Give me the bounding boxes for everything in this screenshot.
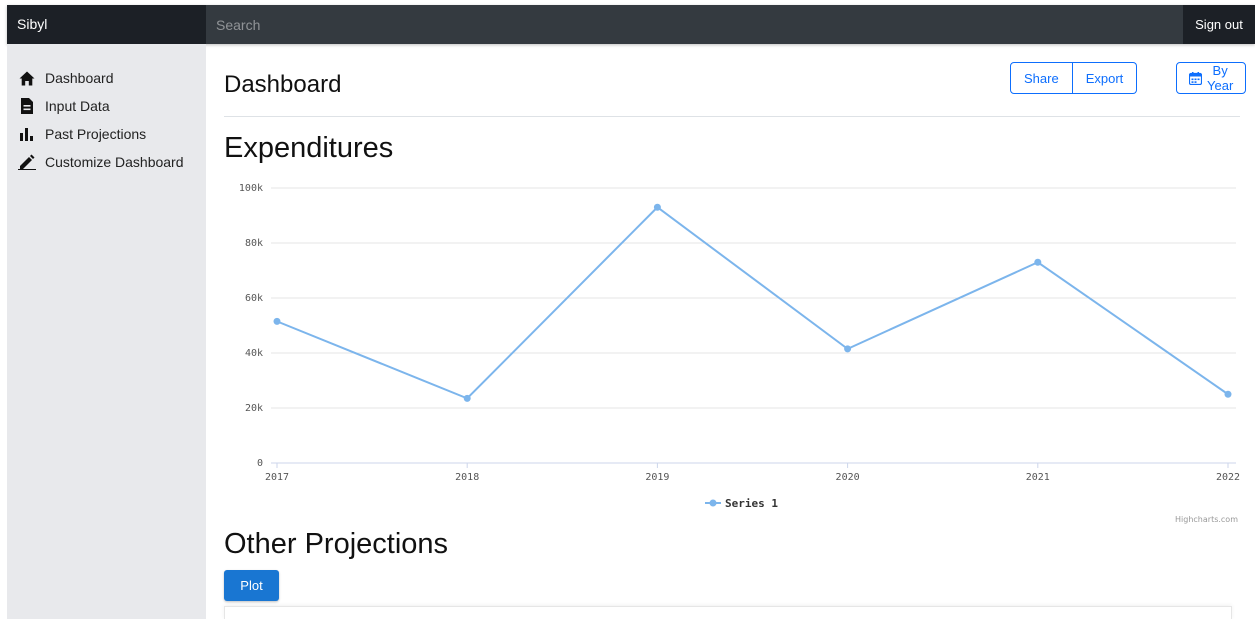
x-tick-label: 2018 — [455, 472, 479, 483]
y-tick-label: 20k — [245, 403, 263, 414]
search-input[interactable] — [206, 5, 1183, 44]
home-icon — [17, 70, 37, 86]
sign-out-link[interactable]: Sign out — [1183, 5, 1255, 44]
pencil-icon — [17, 154, 37, 170]
x-tick-label: 2022 — [1216, 472, 1240, 483]
export-button[interactable]: Export — [1072, 62, 1138, 94]
sidebar-item-label: Past Projections — [45, 126, 147, 142]
by-year-label: By Year — [1207, 63, 1234, 93]
y-tick-label: 100k — [239, 183, 263, 194]
data-point[interactable] — [273, 317, 281, 325]
series-line — [276, 205, 1229, 400]
legend-series-1[interactable]: Series 1 — [725, 497, 778, 510]
calendar-icon — [1189, 71, 1202, 85]
share-button[interactable]: Share — [1010, 62, 1073, 94]
app-window: Sibyl Sign out Dashboard Input Data Past… — [7, 5, 1255, 619]
by-year-dropdown[interactable]: By Year — [1176, 62, 1247, 94]
page-title: Dashboard — [224, 71, 342, 98]
y-tick-label: 80k — [245, 238, 263, 249]
sidebar: Dashboard Input Data Past Projections Cu… — [7, 44, 206, 619]
y-tick-label: 40k — [245, 348, 263, 359]
other-projections-title: Other Projections — [224, 528, 449, 560]
data-point[interactable] — [653, 203, 661, 211]
sidebar-item-dashboard[interactable]: Dashboard — [7, 64, 206, 92]
data-point[interactable] — [463, 394, 471, 402]
y-tick-label: 60k — [245, 293, 263, 304]
plot-button[interactable]: Plot — [224, 570, 279, 601]
sidebar-item-input-data[interactable]: Input Data — [7, 92, 206, 120]
x-tick-label: 2017 — [265, 472, 289, 483]
projections-panel — [224, 606, 1232, 619]
main-content: Dashboard Share Export By Year — [224, 44, 1247, 619]
x-tick-label: 2020 — [836, 472, 860, 483]
x-tick-label: 2021 — [1026, 472, 1050, 483]
share-export-group: Share Export — [1010, 62, 1138, 94]
file-icon — [17, 98, 37, 114]
chart-credits[interactable]: Highcharts.com — [1175, 515, 1238, 524]
sidebar-item-label: Dashboard — [45, 70, 114, 86]
sidebar-item-customize-dashboard[interactable]: Customize Dashboard — [7, 148, 206, 176]
data-point[interactable] — [1034, 258, 1042, 266]
sidebar-item-label: Customize Dashboard — [45, 154, 184, 170]
y-tick-label: 0 — [257, 458, 263, 469]
x-tick-label: 2019 — [645, 472, 669, 483]
data-point[interactable] — [1224, 390, 1232, 398]
top-navbar: Sibyl Sign out — [7, 5, 1255, 44]
header-divider — [224, 116, 1240, 117]
expenditures-title: Expenditures — [224, 132, 394, 164]
data-point[interactable] — [844, 345, 852, 353]
sidebar-item-past-projections[interactable]: Past Projections — [7, 120, 206, 148]
bar-chart-icon — [17, 126, 37, 142]
sidebar-item-label: Input Data — [45, 98, 110, 114]
legend-marker — [709, 499, 717, 507]
expenditures-chart: 0 20k 40k 60k 80k 100k 2017 2018 2019 2020 2021 20… — [239, 183, 1240, 524]
brand-logo[interactable]: Sibyl — [7, 5, 206, 44]
